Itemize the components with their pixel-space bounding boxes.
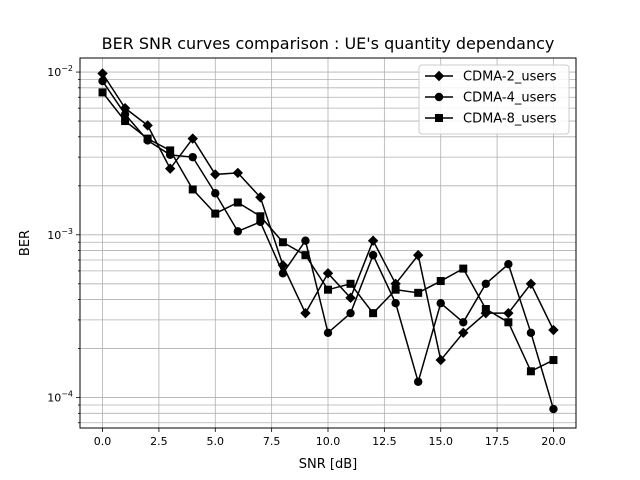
square-marker: [459, 264, 468, 273]
x-tick-label: 10.0: [316, 435, 341, 448]
square-marker: [481, 305, 490, 314]
diamond-marker: [433, 70, 445, 82]
diamond-marker: [142, 120, 153, 131]
x-tick-label: 15.0: [428, 435, 453, 448]
y-axis-label: BER: [18, 230, 33, 256]
x-tick-label: 17.5: [485, 435, 510, 448]
x-tick-label: 7.5: [263, 435, 281, 448]
square-marker: [346, 279, 355, 288]
diamond-marker: [300, 307, 311, 319]
x-tick-label: 12.5: [372, 435, 397, 448]
square-marker: [504, 318, 513, 327]
square-marker: [391, 285, 400, 294]
circle-marker: [413, 377, 423, 386]
square-marker: [143, 134, 152, 143]
square-marker: [98, 88, 107, 97]
circle-marker: [526, 328, 536, 337]
circle-marker: [504, 259, 513, 269]
legend-box: [418, 64, 570, 135]
circle-marker: [98, 76, 107, 86]
x-tick-label: 20.0: [541, 435, 566, 448]
circle-marker: [434, 92, 444, 102]
circle-marker: [346, 308, 355, 318]
square-marker: [526, 367, 535, 376]
circle-marker: [188, 152, 197, 162]
diamond-marker: [412, 249, 424, 261]
diamond-marker: [503, 307, 514, 319]
x-tick-label: 2.5: [150, 435, 168, 448]
diamond-marker: [322, 268, 334, 279]
circle-marker: [233, 227, 243, 236]
square-marker: [369, 309, 378, 318]
x-tick-label: 5.0: [207, 435, 225, 448]
circle-marker: [278, 269, 288, 278]
circle-marker: [436, 298, 445, 308]
diamond-marker: [210, 169, 221, 180]
circle-marker: [368, 250, 378, 260]
legend-label: CDMA-2_users: [463, 70, 557, 85]
series-cdma-8-users: [98, 88, 558, 376]
diamond-marker: [255, 192, 266, 203]
square-marker: [436, 277, 445, 286]
square-marker: [233, 198, 242, 207]
circle-marker: [391, 298, 400, 308]
square-marker: [435, 114, 443, 122]
legend-label: CDMA-4_users: [463, 91, 557, 106]
chart-title: BER SNR curves comparison : UE's quantit…: [102, 34, 555, 53]
square-marker: [121, 117, 130, 126]
circle-marker: [459, 318, 468, 327]
square-marker: [324, 285, 332, 294]
square-marker: [211, 209, 220, 218]
diamond-marker: [119, 102, 131, 114]
diamond-marker: [435, 354, 446, 366]
square-marker: [256, 212, 265, 221]
circle-marker: [549, 404, 558, 414]
series-layer: [97, 68, 559, 414]
diamond-marker: [164, 163, 176, 174]
diamond-marker: [525, 278, 537, 289]
circle-marker: [481, 279, 491, 288]
y-tick-label: 10−3: [47, 227, 73, 242]
legend: CDMA-2_users CDMA-4_users CDMA-8_users: [418, 64, 570, 135]
legend-item: CDMA-2_users: [425, 70, 557, 85]
diamond-marker: [345, 292, 356, 304]
square-marker: [166, 146, 175, 155]
ticks: 0.0 2.5 5.0 7.5 10.0 12.5 15.0 17.5 20.0 10−4 10−3…: [47, 64, 566, 448]
x-tick-label: 0.0: [94, 435, 112, 448]
square-marker: [188, 185, 197, 194]
square-marker: [301, 251, 310, 260]
circle-marker: [211, 189, 220, 198]
y-tick-label: 10−2: [47, 64, 73, 79]
x-axis-label: SNR [dB]: [299, 457, 357, 472]
legend-label: CDMA-8_users: [463, 112, 557, 127]
diamond-marker: [97, 68, 108, 79]
diamond-marker: [548, 324, 559, 336]
diamond-marker: [187, 133, 198, 144]
y-tick-label: 10−4: [47, 390, 73, 405]
diamond-marker: [458, 327, 469, 338]
legend-item: CDMA-4_users: [425, 91, 557, 106]
square-marker: [278, 238, 287, 247]
series-cdma-2-users: [97, 68, 559, 366]
diamond-marker: [367, 235, 379, 246]
square-marker: [414, 288, 423, 297]
square-marker: [549, 356, 558, 365]
circle-marker: [301, 236, 310, 245]
circle-marker: [120, 110, 130, 119]
circle-marker: [323, 328, 333, 337]
legend-item: CDMA-8_users: [425, 112, 557, 127]
diamond-marker: [232, 167, 244, 179]
